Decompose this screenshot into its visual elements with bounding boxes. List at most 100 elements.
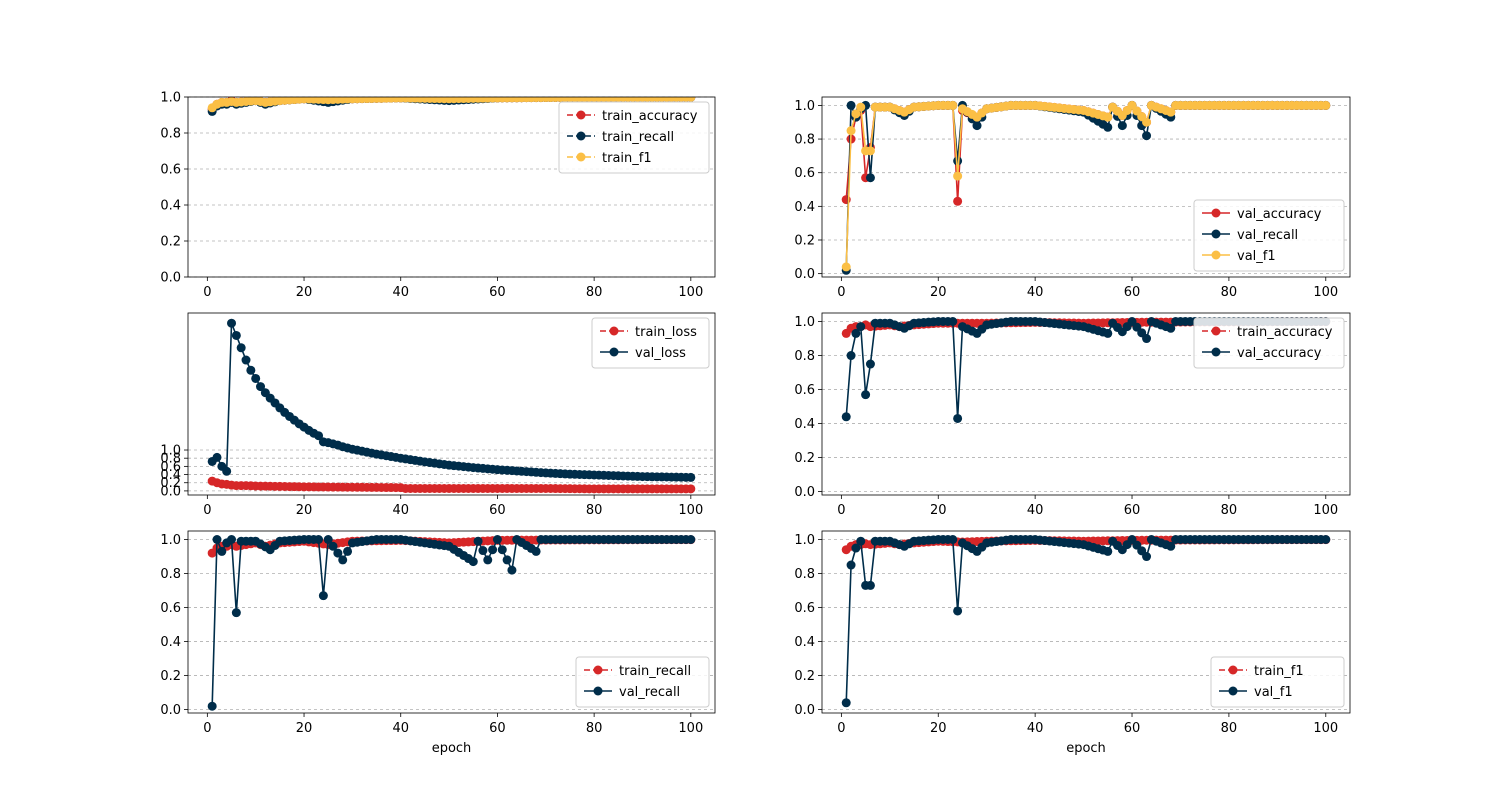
data-point — [1142, 552, 1152, 562]
y-tick-label: 0.6 — [160, 601, 181, 616]
data-point — [1166, 323, 1176, 333]
data-point — [473, 536, 483, 546]
data-point — [343, 546, 353, 556]
plot-area — [841, 535, 1331, 708]
data-point — [861, 390, 871, 400]
data-point — [948, 100, 958, 110]
x-tick-label: 100 — [1313, 503, 1338, 518]
data-point — [251, 373, 261, 383]
data-point — [231, 330, 241, 340]
data-point — [217, 546, 227, 556]
subplot-bottom-left: 0.0 0.2 0.4 0.6 0.8 1.0 0 20 40 60 80 100 epoch train… — [160, 530, 716, 756]
legend-frame — [1210, 656, 1345, 708]
data-point — [851, 109, 861, 119]
x-tick-label: 20 — [296, 503, 313, 518]
data-point — [851, 328, 861, 338]
y-tick-label: 0.6 — [794, 383, 815, 398]
y-tick-label: 1.0 — [794, 99, 815, 114]
x-axis-label: epoch — [1066, 741, 1106, 756]
data-point — [314, 535, 324, 545]
legend: train_f1 val_f1 — [1210, 656, 1345, 708]
data-point — [507, 565, 517, 575]
series-val_f1 — [841, 100, 1331, 272]
legend-marker — [1211, 229, 1221, 239]
x-tick-label: 100 — [678, 503, 703, 518]
data-point — [953, 606, 963, 616]
legend-label: train_recall — [619, 664, 691, 679]
x-tick-label: 0 — [837, 503, 845, 518]
data-point — [338, 555, 348, 565]
data-point — [531, 546, 541, 556]
x-tick-label: 40 — [392, 503, 409, 518]
y-tick-label: 1.0 — [794, 533, 815, 548]
data-point — [865, 359, 875, 369]
y-tick-label: 0.4 — [794, 417, 815, 432]
data-point — [953, 171, 963, 181]
data-point — [953, 156, 963, 166]
plot-area — [207, 535, 696, 711]
x-tick-label: 80 — [586, 285, 603, 300]
x-tick-label: 20 — [296, 721, 313, 736]
data-point — [256, 382, 266, 392]
data-point — [953, 196, 963, 206]
data-point — [856, 102, 866, 112]
x-tick-label: 40 — [392, 285, 409, 300]
legend-marker — [1228, 665, 1238, 675]
data-point — [483, 555, 493, 565]
legend-marker — [1211, 208, 1221, 218]
x-tick-label: 100 — [678, 721, 703, 736]
x-tick-label: 0 — [837, 285, 845, 300]
y-tick-label: 0.8 — [160, 452, 181, 467]
y-tick-label: 0.0 — [794, 267, 815, 282]
data-point — [497, 545, 507, 555]
y-tick-label: 0.6 — [794, 166, 815, 181]
subplot-top-left: 0.0 0.2 0.4 0.6 0.8 1.0 0 20 40 60 80 100 train_accu… — [160, 91, 716, 300]
data-point — [841, 412, 851, 422]
legend-label: train_accuracy — [602, 109, 698, 124]
data-point — [1166, 107, 1176, 117]
legend-label: val_f1 — [1254, 685, 1293, 700]
y-tick-label: 0.4 — [160, 468, 181, 483]
data-point — [948, 535, 958, 545]
axes-frame — [821, 312, 1351, 496]
y-tick-label: 0.4 — [160, 199, 181, 214]
legend: train_loss val_loss — [591, 317, 710, 369]
legend-marker — [593, 665, 603, 675]
subplot-bottom-right: 0.0 0.2 0.4 0.6 0.8 1.0 0 20 40 60 80 100 epoch train… — [794, 530, 1351, 756]
data-point — [241, 355, 251, 365]
data-point — [846, 100, 856, 110]
y-tick-label: 0.2 — [794, 669, 815, 684]
axes-frame — [187, 312, 716, 496]
legend-label: val_recall — [619, 685, 680, 700]
legend-marker — [1211, 347, 1221, 357]
plot-area — [207, 318, 696, 494]
y-tick-label: 0.8 — [794, 567, 815, 582]
y-tick-label: 0.8 — [794, 133, 815, 148]
x-tick-label: 20 — [930, 285, 947, 300]
x-axis-label: epoch — [432, 741, 472, 756]
legend: train_recall val_recall — [575, 656, 710, 708]
legend: train_accuracy train_recall train_f1 — [558, 101, 710, 174]
x-tick-label: 60 — [1124, 285, 1141, 300]
data-point — [1142, 117, 1152, 127]
y-tick-label: 0.2 — [160, 235, 181, 250]
data-point — [841, 262, 851, 272]
series-train_loss — [207, 476, 696, 494]
x-tick-label: 60 — [1124, 503, 1141, 518]
series-val_loss — [207, 318, 696, 482]
data-point — [1321, 535, 1331, 545]
data-point — [207, 701, 217, 711]
legend: train_accuracy val_accuracy — [1193, 317, 1345, 369]
legend-label: train_accuracy — [1237, 325, 1333, 340]
legend-marker — [1211, 250, 1221, 260]
y-tick-label: 0.2 — [160, 669, 181, 684]
x-tick-label: 80 — [1221, 503, 1238, 518]
y-tick-label: 1.0 — [160, 91, 181, 106]
x-tick-label: 80 — [1221, 285, 1238, 300]
data-point — [686, 472, 696, 482]
y-tick-label: 0.8 — [794, 349, 815, 364]
x-tick-label: 40 — [1027, 721, 1044, 736]
x-tick-label: 60 — [489, 721, 506, 736]
data-point — [488, 545, 498, 555]
